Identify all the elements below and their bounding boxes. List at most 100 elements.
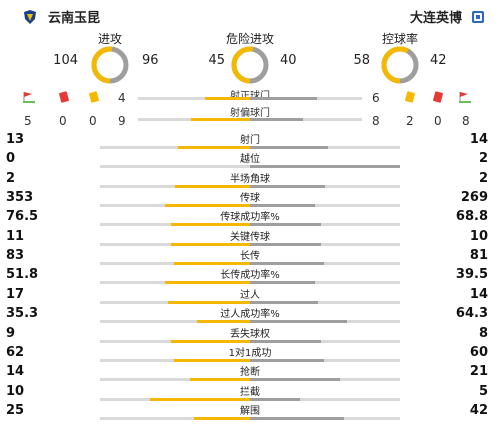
donut-possession-home: 58	[353, 53, 370, 68]
stat-home-bar	[171, 223, 250, 227]
match-header: 云南玉昆 大连英博	[0, 0, 500, 30]
stat-away-bar	[250, 358, 324, 362]
stat-home-value: 14	[6, 364, 25, 380]
stat-home-bar	[170, 339, 250, 343]
stat-home-bar	[173, 358, 250, 362]
stat-away-track	[250, 300, 400, 304]
stat-home-value: 62	[6, 344, 25, 360]
home-yellow-cards-count: 0	[89, 114, 97, 128]
stat-home-value: 11	[6, 228, 25, 244]
away-team[interactable]: 大连英博	[410, 7, 486, 26]
stat-label: 1对1成功	[228, 347, 272, 359]
stat-away-track	[250, 397, 400, 401]
donut-attack-away: 96	[142, 53, 159, 68]
stat-row: 51.8 长传成功率% 39.5	[0, 265, 500, 285]
dalian-yingbo-badge-icon	[472, 10, 484, 23]
yellow-card-icon	[89, 91, 99, 103]
stat-home-value: 0	[6, 151, 16, 167]
stat-label: 过人	[240, 289, 260, 301]
stat-home-value: 76.5	[6, 209, 39, 225]
stat-row: 353 传球 269	[0, 188, 500, 208]
donut-attack: 进攻 104 96	[30, 30, 190, 84]
stat-row: 11 关键传球 10	[0, 227, 500, 246]
stat-away-bar	[250, 223, 322, 227]
stat-home-bar	[174, 262, 250, 266]
donut-possession-title: 控球率	[381, 32, 418, 46]
shots-on-target-home: 4	[118, 91, 126, 105]
stat-away-track	[250, 339, 400, 343]
stat-home-value: 51.8	[6, 267, 39, 283]
stat-label: 越位	[240, 154, 260, 166]
donut-possession-home-arc	[381, 46, 419, 84]
stat-home-bar	[164, 281, 250, 285]
shots-off-target-away-bar	[250, 118, 303, 121]
stat-away-bar	[250, 300, 318, 304]
shots-off-target-home-track	[138, 118, 250, 121]
shots-off-target-row: 5 0 0 9 射偏球门 8 2 0 8	[0, 106, 500, 128]
stat-away-value: 2	[478, 151, 488, 167]
stat-label: 半场角球	[230, 173, 270, 185]
stat-away-track	[250, 416, 400, 420]
stat-home-track	[100, 204, 250, 208]
stat-home-bar	[175, 184, 250, 188]
stat-home-bar	[177, 146, 250, 149]
stat-home-track	[100, 358, 250, 362]
stat-home-track	[100, 223, 250, 227]
stat-home-value: 17	[6, 286, 25, 302]
stat-row: 25 解围 42	[0, 401, 500, 420]
donut-attack-chart	[91, 46, 129, 84]
stat-away-bar	[250, 204, 315, 208]
stat-away-bar	[250, 242, 322, 246]
stat-home-bar	[196, 320, 250, 324]
stat-away-value: 8	[478, 325, 488, 341]
stat-label: 长传	[240, 251, 260, 263]
stat-home-track	[100, 165, 250, 169]
donut-dangerous-attack-home: 45	[208, 53, 225, 68]
stat-home-track	[100, 339, 250, 343]
stat-away-bar	[250, 281, 315, 285]
stat-row: 76.5 传球成功率% 68.8	[0, 207, 500, 227]
stat-away-value: 68.8	[455, 209, 488, 225]
donut-possession-chart	[381, 46, 419, 84]
stat-away-track	[250, 320, 400, 324]
donut-attack-home: 104	[53, 53, 78, 68]
stat-home-value: 35.3	[6, 306, 39, 322]
donut-attack-title: 进攻	[97, 32, 122, 46]
home-team[interactable]: 云南玉昆	[22, 7, 100, 26]
stat-label: 解围	[240, 405, 260, 417]
stat-home-value: 9	[6, 325, 16, 341]
stat-row: 0 越位 2	[0, 149, 500, 169]
stat-away-track	[250, 242, 400, 246]
yunnan-yukun-badge-icon	[24, 9, 36, 24]
stat-away-value: 269	[460, 190, 488, 206]
stat-label: 过人成功率%	[220, 309, 280, 321]
stat-away-value: 2	[478, 170, 488, 186]
shots-off-target-away: 8	[372, 114, 380, 128]
stat-home-bar	[164, 204, 250, 208]
stat-label: 传球	[240, 193, 260, 205]
stat-home-track	[100, 242, 250, 246]
stat-away-bar	[250, 165, 400, 169]
stat-away-bar	[250, 339, 321, 343]
stat-home-bar	[149, 397, 250, 401]
donut-attack-home-arc	[91, 46, 129, 84]
stat-row: 17 过人 14	[0, 285, 500, 304]
home-red-cards-count: 0	[59, 114, 67, 128]
stat-away-track	[250, 204, 400, 208]
shots-off-target-away-track	[250, 118, 362, 121]
stat-row: 35.3 过人成功率% 64.3	[0, 304, 500, 324]
stat-label: 长传成功率%	[220, 270, 280, 282]
shots-on-target-label: 射正球门	[150, 87, 350, 102]
donut-dangerous-attack-away: 40	[280, 53, 297, 68]
stat-away-value: 5	[478, 383, 488, 399]
donut-possession-away: 42	[430, 53, 447, 68]
stat-home-value: 2	[6, 170, 16, 186]
stat-away-value: 21	[469, 364, 488, 380]
red-card-icon	[59, 91, 69, 103]
away-corners-count: 8	[462, 114, 470, 128]
stat-away-bar	[250, 397, 300, 401]
corner-flag-icon	[23, 92, 35, 103]
stat-home-track	[100, 281, 250, 285]
shots-on-target-row: 4 射正球门 6	[0, 87, 500, 107]
shots-on-target-away-track	[250, 97, 362, 100]
